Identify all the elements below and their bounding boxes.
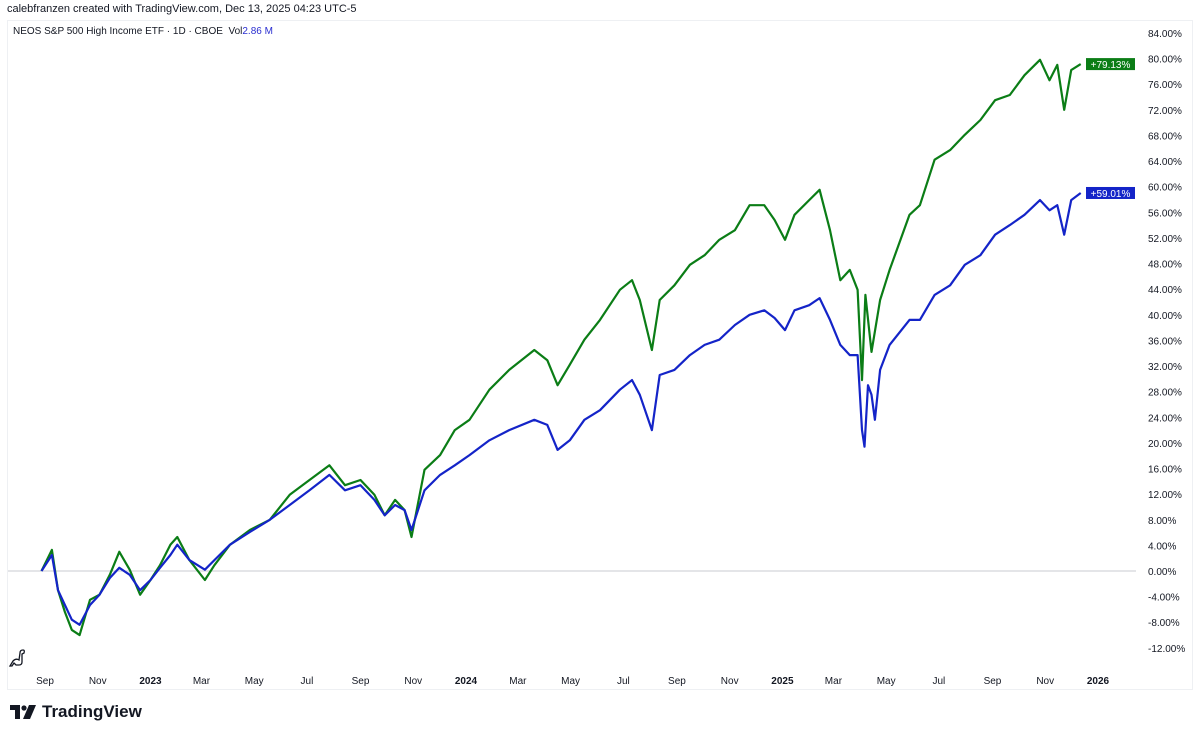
y-tick-label: 72.00%: [1148, 106, 1182, 117]
y-tick-label: 24.00%: [1148, 413, 1182, 424]
y-tick-label: 40.00%: [1148, 311, 1182, 322]
y-tick-label: 80.00%: [1148, 55, 1182, 66]
price-axis[interactable]: [1136, 21, 1192, 689]
series-line-0: [40, 58, 1082, 637]
chart-frame: [7, 20, 1193, 690]
x-tick-label: Sep: [984, 676, 1002, 687]
y-tick-label: -8.00%: [1148, 618, 1180, 629]
x-tick-label: Nov: [404, 676, 422, 687]
chart-credit: calebfranzen created with TradingView.co…: [7, 3, 357, 15]
x-tick-label: 2024: [455, 676, 478, 687]
y-tick-label: 56.00%: [1148, 208, 1182, 219]
y-tick-label: 52.00%: [1148, 234, 1182, 245]
y-tick-label: 12.00%: [1148, 490, 1182, 501]
y-tick-label: 44.00%: [1148, 285, 1182, 296]
symbol-line: NEOS S&P 500 High Income ETF · 1D · CBOE: [13, 26, 223, 37]
x-tick-label: Nov: [1036, 676, 1054, 687]
tradingview-logo[interactable]: TradingView: [10, 702, 142, 722]
y-tick-label: 16.00%: [1148, 465, 1182, 476]
x-tick-label: Jul: [301, 676, 314, 687]
y-tick-label: 64.00%: [1148, 157, 1182, 168]
vol-label: Vol: [228, 26, 243, 37]
x-tick-label: Jul: [932, 676, 945, 687]
y-tick-label: -4.00%: [1148, 593, 1180, 604]
y-tick-label: 32.00%: [1148, 362, 1182, 373]
x-tick-label: 2025: [771, 676, 794, 687]
last-value-badge-1: [1086, 186, 1135, 199]
x-tick-label: Nov: [89, 676, 107, 687]
vol-value: 2.86 M: [242, 26, 273, 37]
x-tick-label: 2023: [139, 676, 162, 687]
x-tick-label: May: [561, 676, 580, 687]
x-tick-label: Mar: [193, 676, 211, 687]
y-tick-label: 4.00%: [1148, 541, 1176, 552]
dinosaur-icon[interactable]: [8, 648, 28, 668]
y-tick-label: 0.00%: [1148, 567, 1176, 578]
tradingview-logo-icon: [10, 705, 36, 719]
x-tick-label: Mar: [509, 676, 527, 687]
symbol-legend: NEOS S&P 500 High Income ETF · 1D · CBOE…: [13, 26, 273, 37]
y-tick-label: 68.00%: [1148, 131, 1182, 142]
x-tick-label: Sep: [36, 676, 54, 687]
series-line-1: [40, 192, 1082, 626]
x-tick-label: Mar: [825, 676, 843, 687]
y-tick-label: 76.00%: [1148, 80, 1182, 91]
x-tick-label: May: [877, 676, 896, 687]
x-tick-label: Jul: [617, 676, 630, 687]
last-value-badge-0: [1086, 58, 1135, 71]
y-tick-label: 20.00%: [1148, 439, 1182, 450]
y-tick-label: 60.00%: [1148, 183, 1182, 194]
y-tick-label: 8.00%: [1148, 516, 1176, 527]
y-tick-label: -12.00%: [1148, 644, 1185, 655]
y-tick-label: 36.00%: [1148, 336, 1182, 347]
x-tick-label: Sep: [352, 676, 370, 687]
y-tick-label: 48.00%: [1148, 260, 1182, 271]
last-value-label-0: +79.13%: [1091, 60, 1131, 71]
brand-name: TradingView: [42, 702, 142, 721]
y-tick-label: 84.00%: [1148, 29, 1182, 40]
last-value-label-1: +59.01%: [1091, 189, 1131, 200]
x-tick-label: Nov: [721, 676, 739, 687]
x-tick-label: 2026: [1087, 676, 1110, 687]
y-tick-label: 28.00%: [1148, 388, 1182, 399]
x-tick-label: Sep: [668, 676, 686, 687]
x-tick-label: May: [245, 676, 264, 687]
